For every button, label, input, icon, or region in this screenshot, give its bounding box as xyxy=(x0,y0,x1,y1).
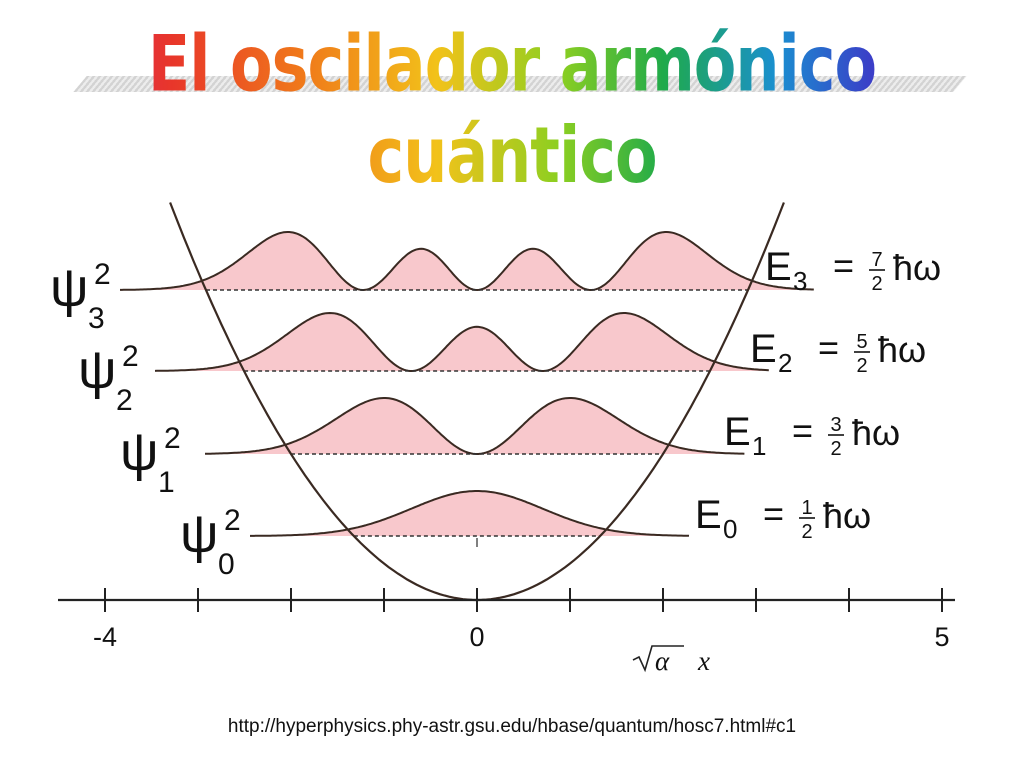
psi-superscript: 2 xyxy=(122,340,139,373)
probability-densities xyxy=(120,231,814,547)
psi-symbol: ψ xyxy=(78,340,117,400)
x-tick-label-0: 0 xyxy=(469,622,484,652)
x-axis: -4 0 5 xyxy=(58,588,955,652)
density-curve-0 xyxy=(250,490,690,537)
psi-superscript: 2 xyxy=(224,504,241,537)
psi-superscript: 2 xyxy=(94,258,111,291)
fraction-numerator: 7 xyxy=(871,249,882,271)
hbar-omega: ħω xyxy=(823,495,871,536)
equals-sign: = xyxy=(818,327,839,368)
density-curve-3 xyxy=(120,231,814,292)
energy-label-1: E 1 = 32 ħω xyxy=(724,410,900,461)
hbar-omega: ħω xyxy=(893,247,941,288)
psi-subscript: 1 xyxy=(158,466,175,499)
psi-superscript: 2 xyxy=(164,422,181,455)
fraction-denominator: 2 xyxy=(871,273,882,295)
psi-symbol: ψ xyxy=(180,504,219,564)
fraction-numerator: 3 xyxy=(830,414,841,436)
psi-subscript: 0 xyxy=(218,548,235,581)
psi-symbol: ψ xyxy=(50,258,89,318)
energy-label-3: E 3 = 72 ħω xyxy=(765,245,941,296)
energy-label-2: E 2 = 52 ħω xyxy=(750,327,926,378)
equals-sign: = xyxy=(792,410,813,451)
psi-label-3: ψ3 2 xyxy=(50,258,111,335)
title-text: El oscilador armónico cuántico xyxy=(40,18,984,201)
energy-symbol: E xyxy=(695,493,722,537)
psi-subscript: 3 xyxy=(88,302,105,335)
density-fill-0 xyxy=(250,491,689,536)
energy-subscript: 1 xyxy=(752,431,766,461)
density-fill-1 xyxy=(205,398,745,454)
source-url: http://hyperphysics.phy-astr.gsu.edu/hba… xyxy=(227,716,797,737)
psi-label-0: ψ0 2 xyxy=(180,504,241,581)
x-tick-label-5: 5 xyxy=(934,622,949,652)
fraction-denominator: 2 xyxy=(801,521,812,543)
psi-label-2: ψ2 2 xyxy=(78,340,139,417)
psi-subscript: 2 xyxy=(116,384,133,417)
x-axis-label-x: x xyxy=(697,646,710,676)
density-curve-2 xyxy=(154,311,769,372)
energy-subscript: 2 xyxy=(778,348,792,378)
hbar-omega: ħω xyxy=(852,412,900,453)
x-axis-label: α x xyxy=(632,645,710,676)
energy-symbol: E xyxy=(724,410,751,454)
sqrt-symbol xyxy=(632,645,684,673)
density-fill-3 xyxy=(120,232,814,290)
density-fill-2 xyxy=(155,313,769,371)
energy-subscript: 3 xyxy=(793,266,807,296)
psi-label-1: ψ1 2 xyxy=(120,422,181,499)
energy-label-0: E 0 = 12 ħω xyxy=(695,493,871,544)
slide-title: El oscilador armónico cuántico xyxy=(40,18,984,201)
x-axis-label-alpha: α xyxy=(655,646,670,676)
equals-sign: = xyxy=(833,245,854,286)
energy-symbol: E xyxy=(765,245,792,289)
x-tick-label--4: -4 xyxy=(93,622,117,652)
psi-symbol: ψ xyxy=(120,422,159,482)
fraction-numerator: 5 xyxy=(856,331,867,353)
energy-symbol: E xyxy=(750,327,777,371)
fraction-denominator: 2 xyxy=(830,438,841,460)
hbar-omega: ħω xyxy=(878,329,926,370)
fraction-numerator: 1 xyxy=(801,497,812,519)
equals-sign: = xyxy=(763,493,784,534)
energy-subscript: 0 xyxy=(723,514,737,544)
fraction-denominator: 2 xyxy=(856,355,867,377)
